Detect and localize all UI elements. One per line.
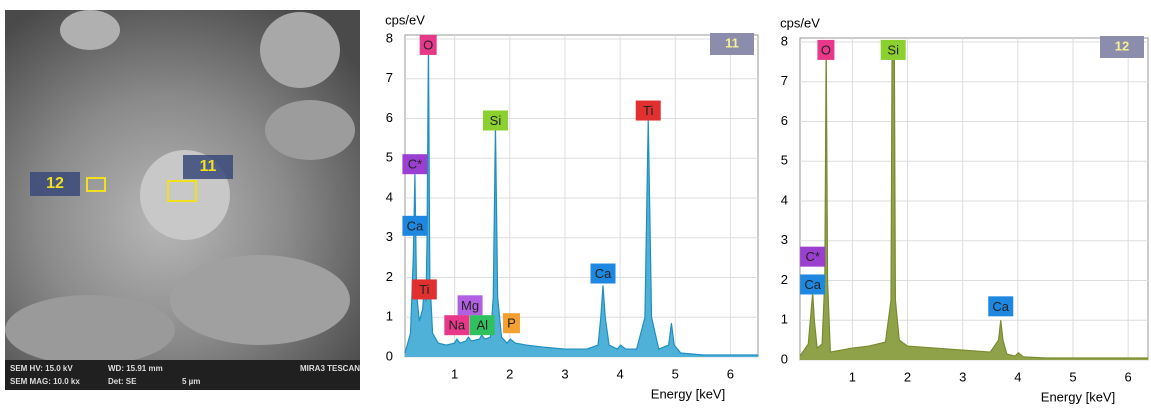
peak-label-box (502, 313, 520, 334)
x-tick-label: 6 (1125, 369, 1132, 384)
peak-label-box (482, 110, 508, 131)
x-tick-label: 5 (1069, 369, 1076, 384)
info-text: Det: SE (108, 377, 137, 386)
x-tick-label: 1 (451, 366, 458, 381)
y-tick-label: 1 (781, 312, 788, 327)
x-tick-label: 5 (672, 366, 679, 381)
y-tick-label: 7 (781, 73, 788, 88)
tag-box (710, 33, 754, 55)
peak-label: Si (490, 113, 502, 128)
sem-image: 12 11 SEM HV: 15.0 kV WD: 15.91 mm MIRA3… (5, 10, 360, 390)
y-tick-label: 0 (386, 348, 393, 363)
tag-label: 12 (1115, 38, 1129, 53)
x-axis-label: Energy [keV] (651, 386, 725, 401)
peak-label: Mg (461, 298, 479, 313)
tag-label: 11 (725, 35, 739, 50)
x-tick-label: 2 (904, 369, 911, 384)
x-tick-label: 4 (616, 366, 623, 381)
y-tick-label: 4 (781, 192, 788, 207)
peak-label: Ca (595, 266, 612, 281)
y-tick-label: 4 (386, 189, 393, 204)
x-tick-label: 3 (959, 369, 966, 384)
y-tick-label: 5 (781, 153, 788, 168)
y-axis-label: cps/eV (780, 15, 820, 30)
peak-label: O (821, 42, 831, 57)
y-tick-label: 8 (386, 30, 393, 45)
peak-label-box (817, 39, 835, 60)
peak-label: Al (476, 318, 488, 333)
x-tick-label: 3 (561, 366, 568, 381)
peak-label: O (423, 37, 433, 52)
peak-label-box (402, 154, 428, 175)
region-label: 11 (200, 158, 217, 175)
tag-box (1100, 36, 1144, 58)
y-tick-label: 2 (781, 272, 788, 287)
info-text: WD: 15.91 mm (108, 364, 163, 373)
y-tick-label: 6 (386, 110, 393, 125)
peak-label: C* (805, 249, 819, 264)
info-text: MIRA3 TESCAN (300, 364, 360, 373)
info-text: 5 µm (182, 377, 200, 386)
peak-label-box (411, 279, 437, 300)
peak-label: Na (449, 318, 466, 333)
y-tick-label: 3 (386, 229, 393, 244)
x-tick-label: 4 (1014, 369, 1021, 384)
peak-label-box (988, 296, 1014, 317)
peak-label: Ti (419, 282, 429, 297)
spectrum-line (404, 38, 758, 356)
peak-label-box (469, 315, 495, 336)
y-tick-label: 8 (781, 33, 788, 48)
info-text: SEM MAG: 10.0 kx (10, 377, 80, 386)
peak-label-box (457, 295, 483, 316)
peak-label: Ca (407, 218, 424, 233)
y-tick-label: 6 (781, 113, 788, 128)
peak-label: Ca (992, 299, 1009, 314)
y-tick-label: 0 (781, 351, 788, 366)
region-label: 12 (46, 175, 64, 192)
peak-label-box (635, 100, 661, 121)
x-tick-label: 1 (849, 369, 856, 384)
peak-label-box (800, 274, 826, 295)
x-tick-label: 6 (727, 366, 734, 381)
peak-label-box (800, 246, 826, 267)
y-tick-label: 2 (386, 269, 393, 284)
peak-label: Ca (804, 277, 821, 292)
y-tick-label: 1 (386, 309, 393, 324)
peak-label: C* (408, 157, 422, 172)
x-axis-label: Energy [keV] (1041, 389, 1115, 404)
y-tick-label: 3 (781, 232, 788, 247)
info-text: SEM HV: 15.0 kV (10, 364, 73, 373)
peak-label: P (507, 316, 516, 331)
peak-label-box (590, 263, 616, 284)
x-tick-label: 2 (506, 366, 513, 381)
y-axis-label: cps/eV (385, 12, 425, 27)
y-tick-label: 5 (386, 150, 393, 165)
peak-label-box (444, 315, 470, 336)
peak-label-box (402, 215, 428, 236)
peak-label-box (880, 39, 906, 60)
peak-label: Ti (643, 103, 653, 118)
plot-area (799, 37, 1149, 361)
y-tick-label: 7 (386, 70, 393, 85)
peak-label-box (419, 34, 437, 55)
peak-label: Si (887, 42, 899, 57)
